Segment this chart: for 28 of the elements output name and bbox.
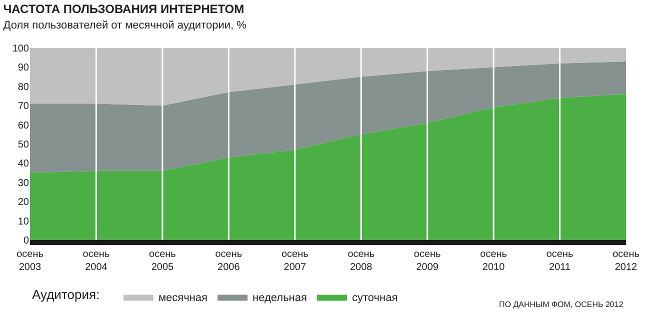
x-tick-label: осень 2006 bbox=[215, 249, 242, 273]
x-tick-label: осень 2004 bbox=[82, 249, 110, 273]
x-tick-label: осень 2009 bbox=[414, 249, 441, 273]
x-tick-label: осень 2008 bbox=[348, 249, 375, 273]
y-tick-label: 50 bbox=[18, 140, 30, 150]
x-tick-label: осень 2007 bbox=[281, 249, 308, 273]
legend-label: месячная bbox=[158, 292, 208, 304]
y-tick-label: 20 bbox=[18, 197, 30, 208]
y-tick-label: 90 bbox=[18, 62, 30, 74]
x-tick-label: осень 2010 bbox=[480, 249, 507, 273]
chart-title: ЧАСТОТА ПОЛЬЗОВАНИЯ ИНТЕРНЕТОМ bbox=[3, 2, 244, 16]
chart-subtitle: Доля пользователей от месячной аудитории, % bbox=[3, 20, 247, 32]
x-tick-label: осень 2005 bbox=[149, 249, 176, 273]
y-tick-label: 100 bbox=[12, 44, 30, 54]
legend-label: суточная bbox=[352, 292, 398, 304]
x-tick-label: осень 2003 bbox=[16, 249, 44, 273]
x-tick-label: осень 2012 bbox=[612, 249, 640, 273]
x-tick-label: осень 2011 bbox=[546, 249, 574, 273]
y-tick-label: 70 bbox=[18, 101, 30, 112]
y-tick-label: 80 bbox=[18, 82, 30, 93]
legend-label: недельная bbox=[252, 292, 307, 304]
y-tick-label: 30 bbox=[18, 178, 30, 189]
y-tick-label: 0 bbox=[23, 236, 30, 246]
y-tick-label: 60 bbox=[18, 120, 30, 132]
text: ПО ДАННЫМ ФОМ, ОСЕНЬ 2012 bbox=[499, 300, 624, 309]
legend-title: Аудитория: bbox=[32, 287, 110, 302]
y-tick-label: 40 bbox=[18, 158, 30, 170]
y-tick-label: 10 bbox=[18, 216, 30, 228]
